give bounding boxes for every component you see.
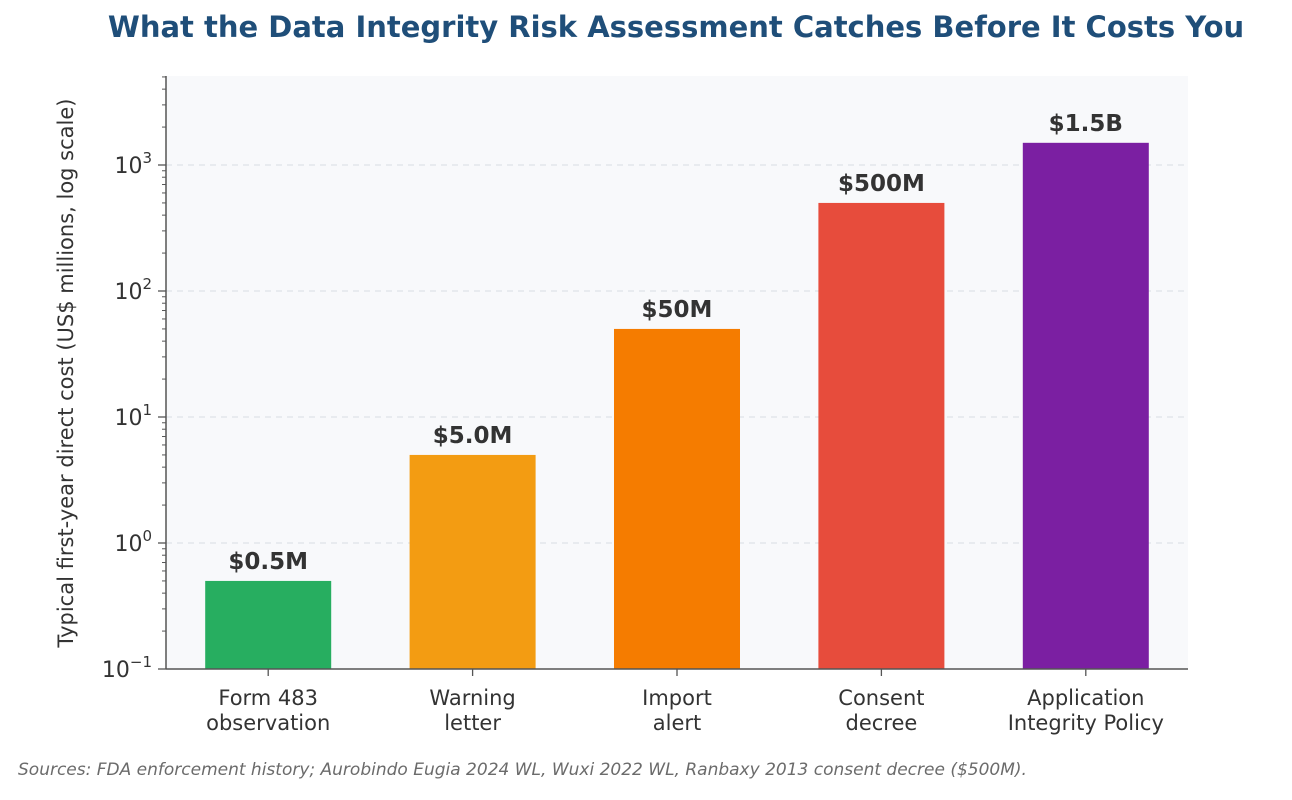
bar [409, 454, 536, 669]
y-tick-label: 100 [114, 527, 152, 557]
bar-value-label: $5.0M [433, 423, 513, 449]
bars [205, 142, 1149, 669]
chart-title: What the Data Integrity Risk Assessment … [107, 10, 1245, 44]
y-tick-label: 101 [114, 401, 152, 431]
bar [1022, 142, 1149, 669]
x-tick-label: letter [444, 711, 501, 735]
y-tick-label: 103 [114, 149, 152, 179]
y-axis-label: Typical first-year direct cost (US$ mill… [54, 99, 78, 649]
bar [614, 328, 740, 669]
bar [818, 202, 945, 669]
x-tick-label: Application [1027, 686, 1144, 710]
bar-value-label: $50M [642, 297, 713, 323]
source-note: Sources: FDA enforcement history; Aurobi… [18, 760, 1027, 780]
bar-value-label: $1.5B [1049, 111, 1123, 137]
y-ticks: 10−1 100 101 102 103 [102, 76, 166, 683]
y-tick-label: 102 [114, 275, 152, 305]
x-tick-label: alert [653, 711, 702, 735]
x-tick-label: decree [845, 711, 917, 735]
x-tick-label: Import [642, 686, 712, 710]
y-tick-label: 10−1 [102, 653, 152, 683]
x-tick-label: Integrity Policy [1008, 711, 1164, 735]
bar [205, 580, 332, 669]
data-labels: $0.5M $5.0M $50M $500M $1.5B [228, 111, 1123, 575]
bar-value-label: $500M [838, 171, 925, 197]
x-tick-label: Consent [838, 686, 924, 710]
x-tick-label: Warning [429, 686, 515, 710]
bar-value-label: $0.5M [228, 549, 308, 575]
x-tick-label: observation [206, 711, 330, 735]
x-tick-label: Form 483 [218, 686, 318, 710]
